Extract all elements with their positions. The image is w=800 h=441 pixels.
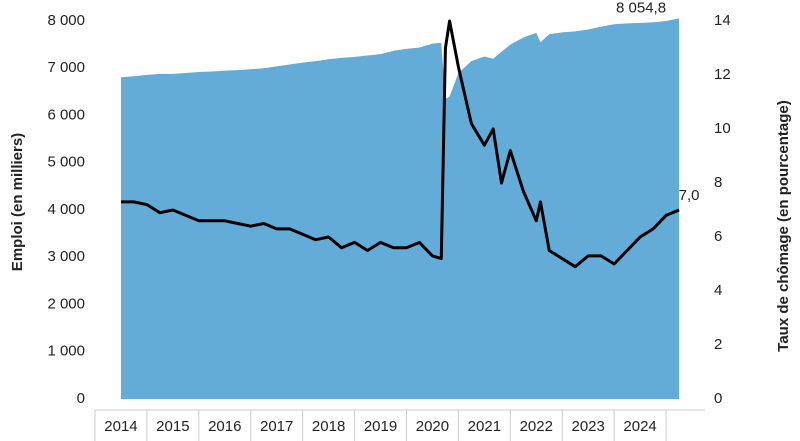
y2-tick-label: 0 bbox=[714, 390, 722, 407]
x-tick-label: 2021 bbox=[468, 418, 501, 435]
x-tick-label: 2017 bbox=[260, 418, 293, 435]
x-tick-label: 2015 bbox=[156, 418, 189, 435]
y2-tick-label: 14 bbox=[714, 12, 731, 29]
x-tick-label: 2016 bbox=[208, 418, 241, 435]
y-tick-label: 2 000 bbox=[47, 295, 85, 312]
x-tick-label: 2019 bbox=[364, 418, 397, 435]
x-tick-label: 2023 bbox=[572, 418, 605, 435]
y2-axis-label: Taux de chômage (en pourcentage) bbox=[775, 100, 792, 351]
y2-tick-label: 10 bbox=[714, 120, 731, 137]
y2-tick-label: 12 bbox=[714, 66, 731, 83]
x-tick-label: 2022 bbox=[520, 418, 553, 435]
y-tick-label: 7 000 bbox=[47, 59, 85, 76]
annotation: 7,0 bbox=[679, 187, 700, 204]
y-tick-label: 5 000 bbox=[47, 154, 85, 171]
y-axis-label: Emploi (en milliers) bbox=[9, 133, 26, 271]
employment-area bbox=[120, 18, 680, 399]
x-tick-label: 2024 bbox=[623, 418, 656, 435]
unemployment-line bbox=[120, 19, 680, 269]
y2-tick-label: 4 bbox=[714, 282, 722, 299]
y-tick-label: 6 000 bbox=[47, 106, 85, 123]
y-tick-label: 0 bbox=[77, 390, 85, 407]
x-tick-label: 2018 bbox=[312, 418, 345, 435]
y2-tick-label: 8 bbox=[714, 174, 722, 191]
y2-tick-label: 2 bbox=[714, 336, 722, 353]
x-tick-label: 2020 bbox=[416, 418, 449, 435]
annotation: 8 054,8 bbox=[616, 0, 666, 16]
y-tick-label: 1 000 bbox=[47, 343, 85, 360]
y-tick-label: 3 000 bbox=[47, 248, 85, 265]
y-tick-label: 4 000 bbox=[47, 201, 85, 218]
x-tick-label: 2014 bbox=[104, 418, 137, 435]
y2-tick-label: 6 bbox=[714, 228, 722, 245]
y-tick-label: 8 000 bbox=[47, 12, 85, 29]
